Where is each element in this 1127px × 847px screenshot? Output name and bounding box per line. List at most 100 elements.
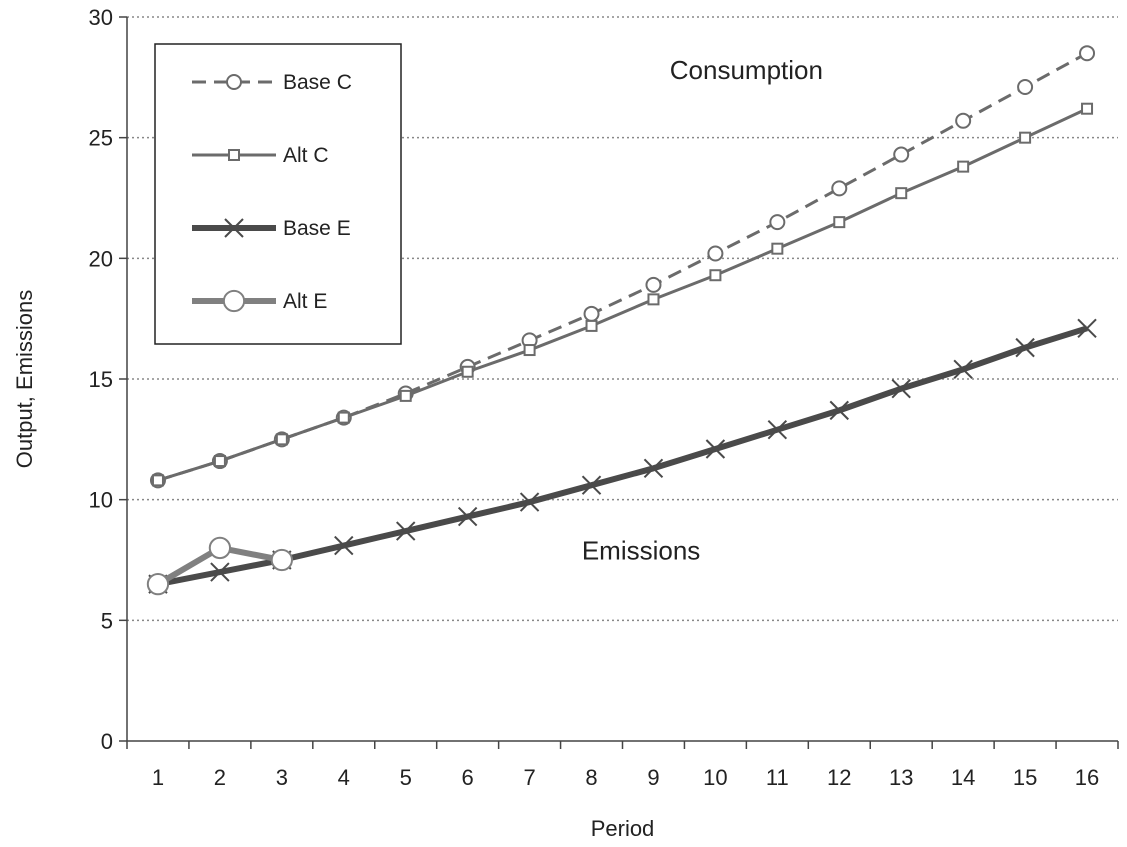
point-alt-c-12 bbox=[833, 216, 846, 229]
x-tick-label-7: 7 bbox=[523, 765, 535, 790]
point-alt-e-2 bbox=[208, 536, 232, 560]
point-base-c-12 bbox=[831, 180, 848, 197]
point-alt-c-2 bbox=[213, 455, 226, 468]
point-base-e-2 bbox=[210, 562, 230, 582]
point-alt-c-14 bbox=[957, 160, 970, 173]
point-alt-c-3 bbox=[275, 433, 288, 446]
x-tick-label-12: 12 bbox=[827, 765, 851, 790]
point-base-e-8 bbox=[581, 475, 602, 495]
x-tick-label-2: 2 bbox=[214, 765, 226, 790]
point-alt-c-7 bbox=[523, 344, 536, 357]
series-alt-c bbox=[151, 102, 1094, 487]
point-base-e-10 bbox=[705, 439, 726, 459]
point-base-e-15 bbox=[1015, 337, 1035, 358]
point-base-e-15-stroke-b bbox=[1015, 337, 1035, 358]
x-axis-title: Period bbox=[591, 816, 655, 841]
point-base-e-7 bbox=[519, 492, 540, 512]
point-alt-c-4 bbox=[337, 411, 350, 424]
point-alt-c-6 bbox=[461, 365, 474, 378]
legend-marker-base-c bbox=[226, 74, 242, 90]
point-base-e-5 bbox=[396, 521, 416, 541]
point-base-e-8-stroke-b bbox=[581, 475, 602, 495]
legend-item-alt-e: Alt E bbox=[192, 289, 327, 313]
point-alt-c-1 bbox=[151, 474, 164, 487]
point-base-e-4 bbox=[334, 535, 354, 556]
point-base-e-5-stroke-b bbox=[396, 521, 416, 541]
legend-marker-alt-e bbox=[222, 289, 246, 313]
x-tick-label-4: 4 bbox=[338, 765, 350, 790]
point-base-e-4-stroke-b bbox=[334, 535, 354, 556]
legend-label-alt-e: Alt E bbox=[283, 290, 327, 313]
point-base-e-12-stroke-b bbox=[829, 400, 849, 421]
x-tick-label-13: 13 bbox=[889, 765, 913, 790]
legend-marker-base-e bbox=[224, 218, 244, 238]
point-base-e-6-stroke-b bbox=[457, 506, 478, 527]
legend-label-alt-c: Alt C bbox=[283, 144, 329, 167]
point-base-e-14 bbox=[953, 359, 973, 380]
legend-marker-alt-c bbox=[228, 149, 240, 161]
series bbox=[146, 45, 1097, 596]
y-tick-label-30: 30 bbox=[89, 5, 113, 30]
y-axis-title: Output, Emissions bbox=[12, 290, 37, 469]
x-tick-label-6: 6 bbox=[462, 765, 474, 790]
x-tick-label-14: 14 bbox=[951, 765, 975, 790]
point-alt-c-8 bbox=[585, 319, 598, 332]
x-tick-labels: 1 2 3 4 5 6 7 8 9 10 11 12 13 14 15 16 bbox=[152, 765, 1099, 790]
point-base-e-2-stroke-b bbox=[210, 562, 230, 582]
point-alt-e-1 bbox=[146, 572, 170, 596]
legend-label-base-c: Base C bbox=[283, 71, 352, 94]
point-base-e-6 bbox=[457, 506, 478, 527]
y-tick-label-25: 25 bbox=[89, 126, 113, 151]
point-base-e-11-stroke-b bbox=[767, 419, 788, 440]
x-tick-label-16: 16 bbox=[1075, 765, 1099, 790]
x-tick-label-15: 15 bbox=[1013, 765, 1037, 790]
x-tick-label-8: 8 bbox=[585, 765, 597, 790]
y-tick-label-15: 15 bbox=[89, 367, 113, 392]
point-base-c-11 bbox=[769, 214, 786, 231]
line-base-e bbox=[157, 325, 1088, 588]
y-tick-label-10: 10 bbox=[89, 488, 113, 513]
point-alt-c-15 bbox=[1019, 131, 1032, 144]
point-base-e-12 bbox=[829, 400, 849, 421]
annotation-emissions: Emissions bbox=[582, 535, 700, 565]
y-tick-label-20: 20 bbox=[89, 246, 113, 271]
point-alt-c-16 bbox=[1081, 102, 1094, 115]
x-tick-label-9: 9 bbox=[647, 765, 659, 790]
point-base-c-16 bbox=[1079, 45, 1096, 62]
legend-box bbox=[154, 43, 402, 345]
x-tick-label-1: 1 bbox=[152, 765, 164, 790]
axes bbox=[119, 16, 1119, 749]
point-base-c-14 bbox=[955, 112, 972, 129]
point-base-e-10-stroke-b bbox=[705, 439, 726, 459]
point-base-e-13-stroke-b bbox=[891, 378, 911, 399]
legend: Base C Alt C Base E Alt E bbox=[154, 43, 402, 345]
legend-item-base-e: Base E bbox=[192, 217, 351, 240]
point-alt-c-11 bbox=[771, 242, 784, 255]
y-tick-label-5: 5 bbox=[101, 608, 113, 633]
point-alt-e-3 bbox=[270, 548, 293, 572]
point-base-e-9-stroke-b bbox=[643, 458, 664, 479]
point-base-e-16-stroke-b bbox=[1077, 318, 1097, 339]
point-base-e-11 bbox=[767, 419, 788, 440]
annotations: Consumption Emissions bbox=[582, 55, 823, 565]
y-tick-label-0: 0 bbox=[101, 729, 113, 754]
x-tick-label-11: 11 bbox=[766, 765, 789, 790]
series-alt-e bbox=[146, 536, 293, 596]
x-tick-label-5: 5 bbox=[400, 765, 412, 790]
point-base-e-13 bbox=[891, 378, 911, 399]
point-alt-c-10 bbox=[709, 269, 722, 282]
annotation-consumption: Consumption bbox=[670, 55, 823, 85]
legend-item-alt-c: Alt C bbox=[192, 144, 329, 167]
point-base-e-9 bbox=[643, 458, 664, 479]
point-base-e-7-stroke-b bbox=[519, 492, 540, 512]
line-alt-c bbox=[157, 107, 1088, 482]
legend-marker-base-e-stroke-b bbox=[224, 218, 244, 238]
point-alt-c-13 bbox=[895, 187, 908, 200]
point-base-e-14-stroke-b bbox=[953, 359, 973, 380]
point-base-c-8 bbox=[583, 305, 600, 322]
x-tick-label-10: 10 bbox=[703, 765, 727, 790]
point-base-c-9 bbox=[645, 276, 662, 293]
x-tick-label-3: 3 bbox=[276, 765, 288, 790]
